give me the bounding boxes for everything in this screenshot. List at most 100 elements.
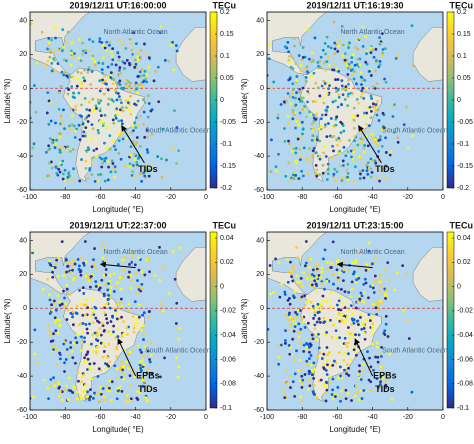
- tec-dot: [59, 146, 63, 149]
- tec-dot: [113, 144, 116, 148]
- tec-dot: [358, 398, 361, 402]
- tec-dot: [160, 175, 164, 179]
- tec-dot: [97, 283, 101, 287]
- tec-dot: [369, 94, 373, 98]
- tec-dot: [80, 158, 83, 161]
- tec-dot: [58, 303, 62, 307]
- tec-dot: [173, 109, 176, 113]
- tec-dot: [313, 36, 317, 40]
- tec-dot: [303, 105, 306, 108]
- tec-dot: [103, 306, 107, 309]
- tec-dot: [55, 258, 59, 262]
- tec-dot: [362, 97, 366, 100]
- map-panel: -100 -80 -60 -40 -20 040200-20-40-60Longitude…: [3, 220, 236, 434]
- tec-dot: [376, 345, 379, 349]
- tec-dot: [314, 151, 318, 155]
- tec-dot: [323, 41, 327, 45]
- tec-dot: [126, 398, 129, 402]
- tec-dot: [69, 346, 73, 349]
- tec-dot: [74, 361, 77, 365]
- tec-dot: [83, 96, 87, 100]
- tec-dot: [384, 47, 387, 51]
- x-tick-label: -80: [297, 194, 307, 201]
- tec-dot: [89, 388, 92, 392]
- tec-dot: [106, 125, 109, 129]
- colorbar-label: TECu: [213, 220, 237, 230]
- tec-dot: [71, 356, 75, 360]
- tec-dot: [103, 345, 107, 348]
- tec-dot: [294, 103, 298, 107]
- tec-dot: [141, 97, 145, 101]
- tec-dot: [356, 301, 360, 305]
- tec-dot: [360, 83, 363, 86]
- tec-dot: [289, 386, 292, 389]
- tec-dot: [310, 373, 314, 377]
- tec-dot: [130, 251, 133, 255]
- tec-dot: [340, 179, 344, 182]
- tec-dot: [375, 82, 379, 85]
- tec-dot: [360, 141, 364, 145]
- tec-dot: [402, 308, 406, 312]
- tec-dot: [128, 270, 131, 274]
- tec-dot: [113, 364, 117, 368]
- tec-dot: [395, 271, 399, 275]
- tec-dot: [77, 123, 81, 127]
- tec-dot: [358, 177, 362, 180]
- tec-dot: [317, 127, 321, 131]
- tec-dot: [337, 377, 341, 381]
- tec-dot: [142, 73, 146, 77]
- tec-dot: [136, 375, 140, 379]
- tec-dot: [295, 120, 299, 123]
- tec-dot: [329, 117, 333, 120]
- tec-dot: [100, 41, 104, 44]
- annotation: TIDs: [138, 384, 158, 394]
- tec-dot: [53, 266, 57, 269]
- tec-dot: [346, 95, 350, 98]
- tec-dot: [99, 341, 103, 345]
- tec-dot: [283, 293, 287, 296]
- tec-dot: [306, 90, 310, 93]
- tec-dot: [313, 327, 317, 331]
- tec-dot: [78, 138, 82, 142]
- tec-dot: [324, 333, 327, 337]
- tec-dot: [86, 306, 90, 310]
- tec-dot: [339, 120, 343, 124]
- tec-dot: [276, 113, 280, 117]
- tec-dot: [115, 347, 119, 351]
- tec-dot: [314, 163, 318, 167]
- tec-dot: [143, 273, 147, 277]
- tec-dot: [110, 398, 113, 402]
- tec-dot: [177, 326, 181, 330]
- tec-dot: [384, 151, 388, 154]
- tec-dot: [128, 162, 132, 166]
- tec-dot: [120, 131, 124, 134]
- y-tick-label: -40: [254, 373, 264, 380]
- tec-dot: [116, 389, 120, 393]
- tec-dot: [130, 131, 133, 135]
- tec-dot: [380, 345, 384, 349]
- tec-dot: [376, 165, 380, 169]
- tec-dot: [120, 315, 123, 319]
- tec-dot: [367, 241, 371, 245]
- annotation: North Atlantic Ocean: [103, 249, 167, 256]
- tec-dot: [162, 265, 165, 269]
- tec-dot: [116, 387, 120, 390]
- map-panel: -100 -80 -60 -40 -20 040200-20-40-60Longitude…: [3, 0, 236, 214]
- tec-dot: [100, 278, 104, 282]
- tec-dot: [307, 299, 310, 303]
- tec-dot: [62, 274, 66, 278]
- tec-dot: [336, 278, 340, 282]
- tec-dot: [305, 70, 309, 73]
- tec-dot: [107, 97, 111, 101]
- tec-dot: [46, 277, 50, 281]
- tec-dot: [285, 314, 288, 318]
- tec-dot: [340, 87, 344, 91]
- tec-dot: [118, 66, 122, 69]
- tec-dot: [131, 315, 135, 318]
- tec-dot: [367, 313, 371, 317]
- tec-dot: [60, 240, 64, 244]
- tec-dot: [154, 69, 158, 73]
- tec-dot: [299, 276, 303, 280]
- tec-dot: [298, 280, 302, 284]
- tec-dot: [91, 127, 95, 131]
